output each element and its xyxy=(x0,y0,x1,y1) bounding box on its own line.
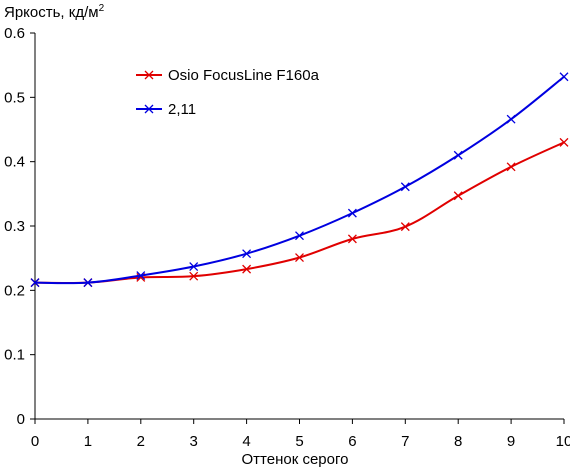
y-axis-title: Яркость, кд/м2 xyxy=(4,3,105,21)
legend: Osio FocusLine F160a 2,11 xyxy=(136,67,320,118)
series-1 xyxy=(30,137,569,288)
y-tick-label: 0.2 xyxy=(4,282,25,299)
data-point-marker xyxy=(83,278,93,288)
data-point-marker xyxy=(136,271,146,280)
series-layer xyxy=(30,72,569,288)
data-point-marker xyxy=(453,150,463,160)
data-point-marker xyxy=(506,162,516,172)
legend-item-1: Osio FocusLine F160a xyxy=(136,67,320,84)
data-point-marker xyxy=(295,231,304,241)
x-axis-ticks: 0 1 2 3 4 5 6 7 8 9 10 xyxy=(31,419,570,450)
x-tick-label: 8 xyxy=(454,433,462,450)
data-point-marker xyxy=(295,253,304,262)
legend-swatch-marker xyxy=(144,104,154,114)
x-tick-label: 5 xyxy=(295,433,303,450)
x-tick-label: 0 xyxy=(31,433,39,450)
y-tick-label: 0.4 xyxy=(4,154,25,171)
x-tick-label: 3 xyxy=(190,433,198,450)
legend-label: 2,11 xyxy=(168,101,196,118)
x-tick-label: 10 xyxy=(556,433,570,450)
legend-item-2: 2,11 xyxy=(136,101,196,118)
y-tick-label: 0.3 xyxy=(4,218,25,235)
data-point-marker xyxy=(347,234,357,244)
y-axis-title-superscript: 2 xyxy=(99,3,105,14)
series-line xyxy=(34,141,565,285)
data-point-marker xyxy=(189,262,199,271)
x-tick-label: 4 xyxy=(242,433,250,450)
data-point-marker xyxy=(559,72,569,82)
x-tick-label: 1 xyxy=(84,433,92,450)
data-point-marker xyxy=(347,208,357,218)
data-point-marker xyxy=(559,137,569,147)
data-point-marker xyxy=(453,191,463,201)
data-point-marker xyxy=(189,271,199,281)
x-axis-title: Оттенок серого xyxy=(242,451,349,468)
legend-swatch-marker xyxy=(144,70,154,80)
y-tick-label: 0.1 xyxy=(4,347,25,364)
data-point-marker xyxy=(30,278,40,288)
y-tick-label: 0.6 xyxy=(4,25,25,42)
data-point-marker xyxy=(242,249,252,259)
x-tick-label: 2 xyxy=(137,433,145,450)
data-point-marker xyxy=(506,114,516,124)
x-tick-label: 6 xyxy=(348,433,356,450)
series-2 xyxy=(30,72,569,288)
legend-label: Osio FocusLine F160a xyxy=(168,67,320,84)
x-tick-label: 7 xyxy=(401,433,409,450)
data-point-marker xyxy=(400,222,410,232)
y-tick-label: 0.5 xyxy=(4,89,25,106)
y-axis-title-text: Яркость, кд/м xyxy=(4,4,99,21)
x-tick-label: 9 xyxy=(507,433,515,450)
y-tick-label: 0 xyxy=(17,411,25,428)
y-axis-ticks: 0 0.1 0.2 0.3 0.4 0.5 0.6 xyxy=(4,25,35,428)
axes xyxy=(34,33,564,420)
data-point-marker xyxy=(400,182,410,192)
data-point-marker xyxy=(242,264,252,274)
